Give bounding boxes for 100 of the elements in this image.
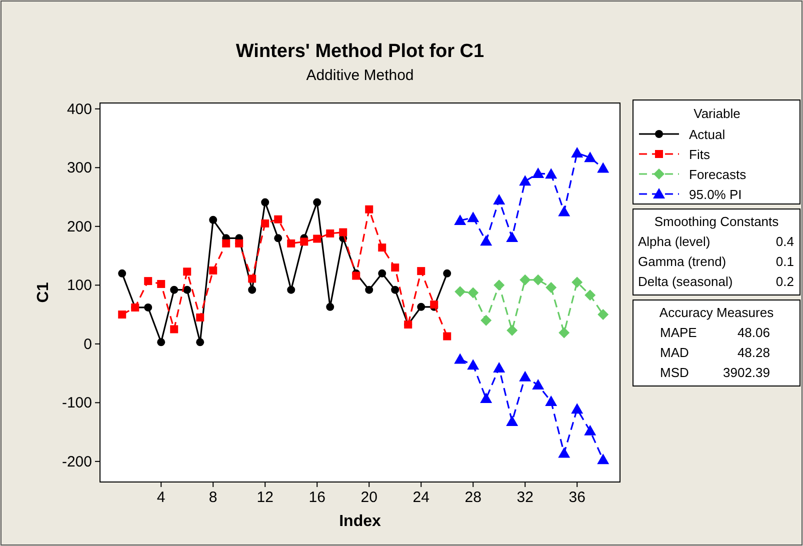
point (571, 403, 584, 414)
x-tick-label: 24 (412, 489, 430, 506)
x-tick-label: 20 (360, 489, 378, 506)
point (248, 274, 256, 283)
point (480, 392, 492, 404)
point (417, 267, 426, 276)
point (183, 286, 192, 294)
point (545, 168, 558, 179)
text: Alpha (level) 0.4 (638, 234, 794, 249)
legend-label: 95.0% PI (689, 187, 742, 202)
point (196, 313, 204, 322)
point (454, 353, 466, 364)
point (468, 287, 479, 298)
point (584, 290, 596, 301)
point (443, 332, 452, 340)
point (170, 325, 178, 334)
point (313, 234, 322, 243)
point (467, 359, 480, 370)
point (300, 238, 308, 246)
y-tick-label: -200 (62, 453, 92, 470)
x-tick-label: 8 (208, 489, 218, 506)
point (506, 324, 518, 336)
point (209, 216, 218, 224)
text: MAD 48.28 (660, 345, 770, 360)
point (519, 175, 532, 186)
point (378, 269, 386, 278)
text: Delta (seasonal) 0.2 (638, 274, 794, 289)
point (493, 362, 506, 373)
point (506, 415, 518, 426)
point (157, 338, 166, 346)
point (597, 454, 610, 464)
point (454, 286, 466, 298)
point (196, 338, 204, 346)
point (326, 302, 334, 311)
point (584, 152, 596, 162)
point (391, 264, 400, 272)
point (274, 215, 282, 224)
point (598, 309, 609, 320)
point (480, 314, 492, 326)
point (494, 280, 505, 291)
legend-label: Actual (689, 127, 726, 142)
point (235, 239, 244, 248)
point (313, 198, 322, 206)
point (558, 327, 570, 338)
x-tick-label: 32 (516, 489, 534, 506)
point (378, 244, 386, 252)
point (183, 268, 192, 276)
y-tick-label: -100 (62, 394, 92, 412)
point (274, 234, 282, 242)
text: Smoothing Constants (654, 214, 780, 229)
point (584, 424, 596, 436)
x-axis-title: Index (339, 513, 381, 530)
point (118, 269, 126, 278)
point (443, 269, 452, 278)
point (532, 168, 544, 178)
point (545, 396, 558, 406)
point (261, 198, 270, 206)
point (454, 214, 466, 226)
point (532, 379, 544, 390)
point (597, 162, 610, 173)
point (391, 286, 400, 294)
point (261, 219, 270, 228)
point (157, 280, 166, 288)
y-tick-label: 100 (66, 277, 92, 294)
point (118, 310, 126, 319)
point (546, 282, 557, 294)
point (365, 205, 374, 214)
point (558, 206, 570, 216)
legend-label: Forecasts (689, 167, 747, 182)
point (339, 228, 348, 236)
y-axis-title: C1 (35, 282, 52, 303)
legend-title: Variable (694, 106, 740, 121)
x-tick-label: 16 (308, 489, 326, 506)
x-tick-label: 28 (464, 489, 482, 506)
point (558, 447, 570, 458)
text: Gamma (trend) 0.1 (638, 254, 794, 269)
point (572, 276, 583, 288)
y-tick-label: 0 (84, 336, 92, 353)
x-tick-label: 4 (156, 489, 166, 506)
point (170, 286, 178, 294)
text: MAPE 48.06 (660, 325, 770, 340)
text: MSD 3902.39 (660, 365, 770, 380)
point (287, 286, 296, 294)
point (365, 286, 374, 294)
point (506, 232, 518, 242)
y-tick-label: 300 (66, 160, 92, 177)
chart-title: Winters' Method Plot for C1 (236, 41, 485, 62)
text: Accuracy Measures (659, 305, 774, 320)
y-tick-label: 200 (66, 218, 92, 236)
point (493, 194, 506, 204)
point (519, 370, 532, 382)
point (352, 272, 360, 280)
point (287, 239, 296, 248)
point (520, 274, 531, 286)
x-tick-label: 36 (568, 489, 586, 506)
point (417, 302, 426, 311)
point (144, 303, 152, 312)
point (480, 235, 492, 246)
point (248, 286, 256, 294)
point (532, 274, 544, 286)
